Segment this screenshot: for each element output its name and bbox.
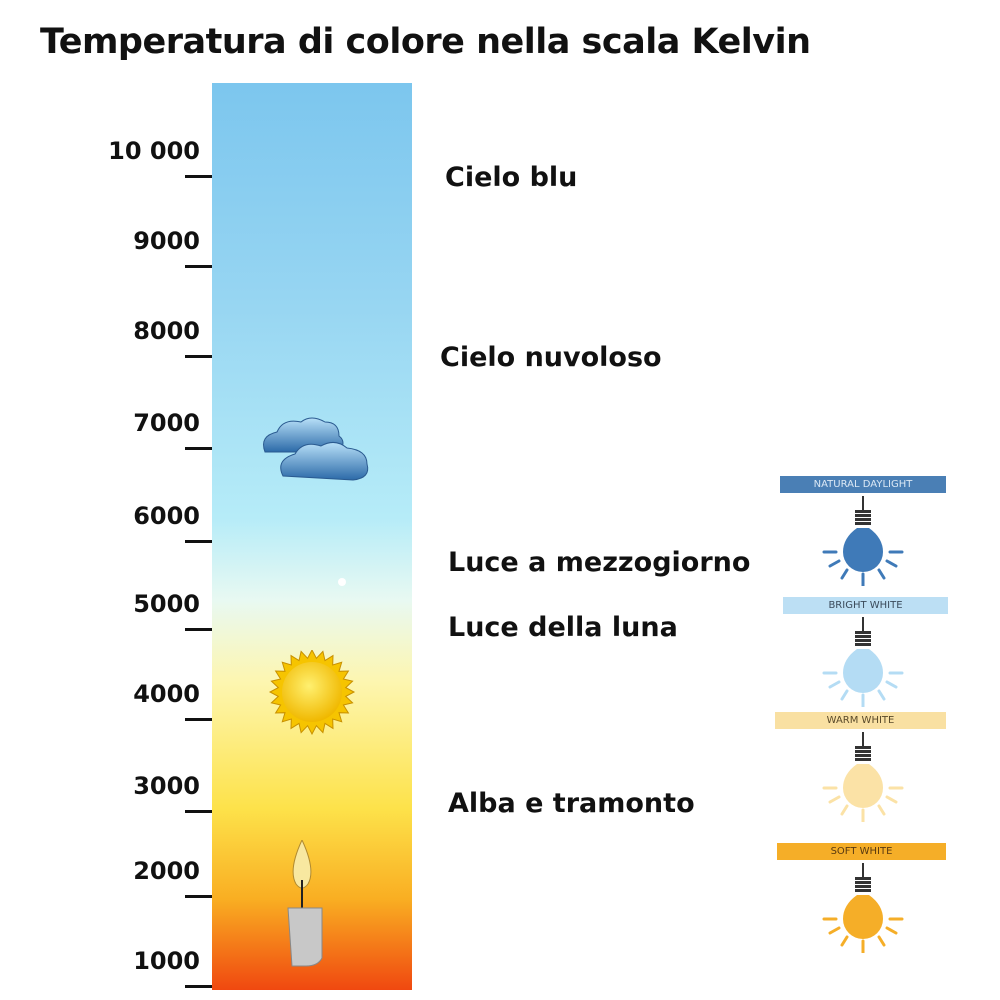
tick-mark xyxy=(185,718,212,721)
tick-label: 10 000 xyxy=(108,137,200,165)
tick-mark xyxy=(185,985,212,988)
tick-label: 9000 xyxy=(133,227,200,255)
sun-icon xyxy=(268,650,356,735)
light-bulb-icon xyxy=(822,617,904,707)
bulb-banner: BRIGHT WHITE xyxy=(783,597,948,614)
tick-label: 3000 xyxy=(133,772,200,800)
moon-dot xyxy=(338,578,346,586)
label-luce-mezzogiorno: Luce a mezzogiorno xyxy=(448,547,751,578)
light-bulb-icon xyxy=(822,863,904,953)
bulb-banner: WARM WHITE xyxy=(775,712,946,729)
cloud-icon xyxy=(263,417,369,481)
tick-mark xyxy=(185,895,212,898)
tick-mark xyxy=(185,265,212,268)
tick-label: 1000 xyxy=(133,947,200,975)
bulb-banner: NATURAL DAYLIGHT xyxy=(780,476,946,493)
light-bulb-icon xyxy=(822,732,904,822)
candle-icon xyxy=(287,840,323,967)
tick-label: 7000 xyxy=(133,409,200,437)
light-bulb-icon xyxy=(822,496,904,586)
tick-label: 8000 xyxy=(133,317,200,345)
label-alba-tramonto: Alba e tramonto xyxy=(448,788,695,819)
bulb-banner: SOFT WHITE xyxy=(777,843,946,860)
tick-label: 2000 xyxy=(133,857,200,885)
tick-mark xyxy=(185,540,212,543)
label-luce-luna: Luce della luna xyxy=(448,612,678,643)
tick-mark xyxy=(185,628,212,631)
label-cielo-nuvoloso: Cielo nuvoloso xyxy=(440,342,662,373)
tick-label: 4000 xyxy=(133,680,200,708)
tick-label: 5000 xyxy=(133,590,200,618)
tick-mark xyxy=(185,355,212,358)
tick-mark xyxy=(185,447,212,450)
label-cielo-blu: Cielo blu xyxy=(445,162,578,193)
page-title: Temperatura di colore nella scala Kelvin xyxy=(40,22,811,62)
kelvin-gradient-bar xyxy=(212,83,412,990)
tick-mark xyxy=(185,175,212,178)
tick-label: 6000 xyxy=(133,502,200,530)
tick-mark xyxy=(185,810,212,813)
